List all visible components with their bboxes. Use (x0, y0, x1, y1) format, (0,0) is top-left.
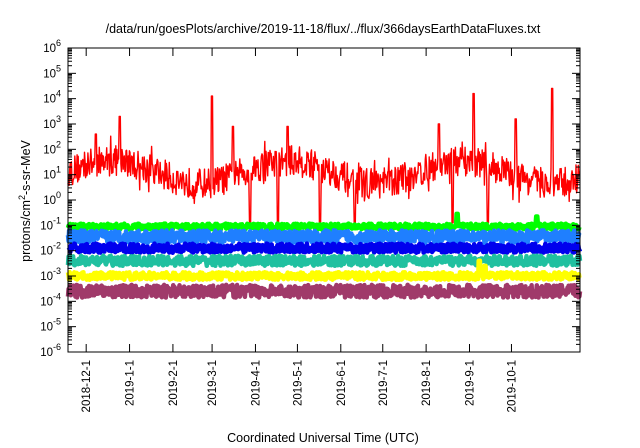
y-tick-label: 10-6 (40, 342, 61, 359)
series-line (66, 241, 583, 255)
y-tick-label: 105 (43, 63, 61, 80)
y-tick-label: 104 (43, 89, 61, 106)
y-tick-label: 10-5 (40, 317, 61, 334)
series-line (65, 211, 582, 232)
y-tick-label: 100 (43, 190, 61, 207)
x-tick-label: 2019-7-1 (378, 360, 390, 406)
series-line (65, 228, 582, 246)
series-line (67, 87, 581, 224)
x-tick-label: 2018-12-1 (81, 360, 93, 412)
series-line (65, 253, 583, 269)
x-tick-label: 2019-2-1 (168, 360, 180, 406)
y-tick-label: 103 (43, 114, 61, 131)
x-tick-label: 2019-1-1 (125, 360, 137, 406)
y-axis-label: protons/cm2-s-sr-MeV (17, 139, 33, 261)
x-tick-label: 2019-10-1 (506, 360, 518, 412)
axes-frame (67, 47, 581, 353)
y-tick-label: 10-1 (40, 215, 61, 232)
x-tick-label: 2019-6-1 (336, 360, 348, 406)
y-tick-label: 106 (43, 38, 61, 55)
plot-area (65, 87, 583, 300)
x-tick-label: 2019-9-1 (464, 360, 476, 406)
chart-title: /data/run/goesPlots/archive/2019-11-18/f… (106, 22, 541, 36)
y-tick-label: 10-2 (40, 241, 61, 258)
x-axis-ticks: 2018-12-1 2019-1-1 2019-2-1 2019-3-1 2019-4-… (81, 48, 518, 412)
y-tick-label: 10-4 (40, 291, 61, 308)
series-line (65, 282, 583, 300)
x-tick-label: 2019-8-1 (421, 360, 433, 406)
x-tick-label: 2019-5-1 (292, 360, 304, 406)
y-tick-label: 10-3 (40, 266, 61, 283)
plot-border (67, 47, 581, 353)
x-tick-label: 2019-4-1 (250, 360, 262, 406)
y-axis-ticks: 10-6 10-5 10-4 10-3 10-2 10-1 100 101 102 103 104 1… (40, 38, 580, 359)
x-axis-label: Coordinated Universal Time (UTC) (227, 431, 419, 445)
y-tick-label: 102 (43, 139, 61, 156)
x-tick-label: 2019-3-1 (207, 360, 219, 406)
series-line (65, 258, 582, 283)
y-tick-label: 101 (43, 165, 61, 182)
